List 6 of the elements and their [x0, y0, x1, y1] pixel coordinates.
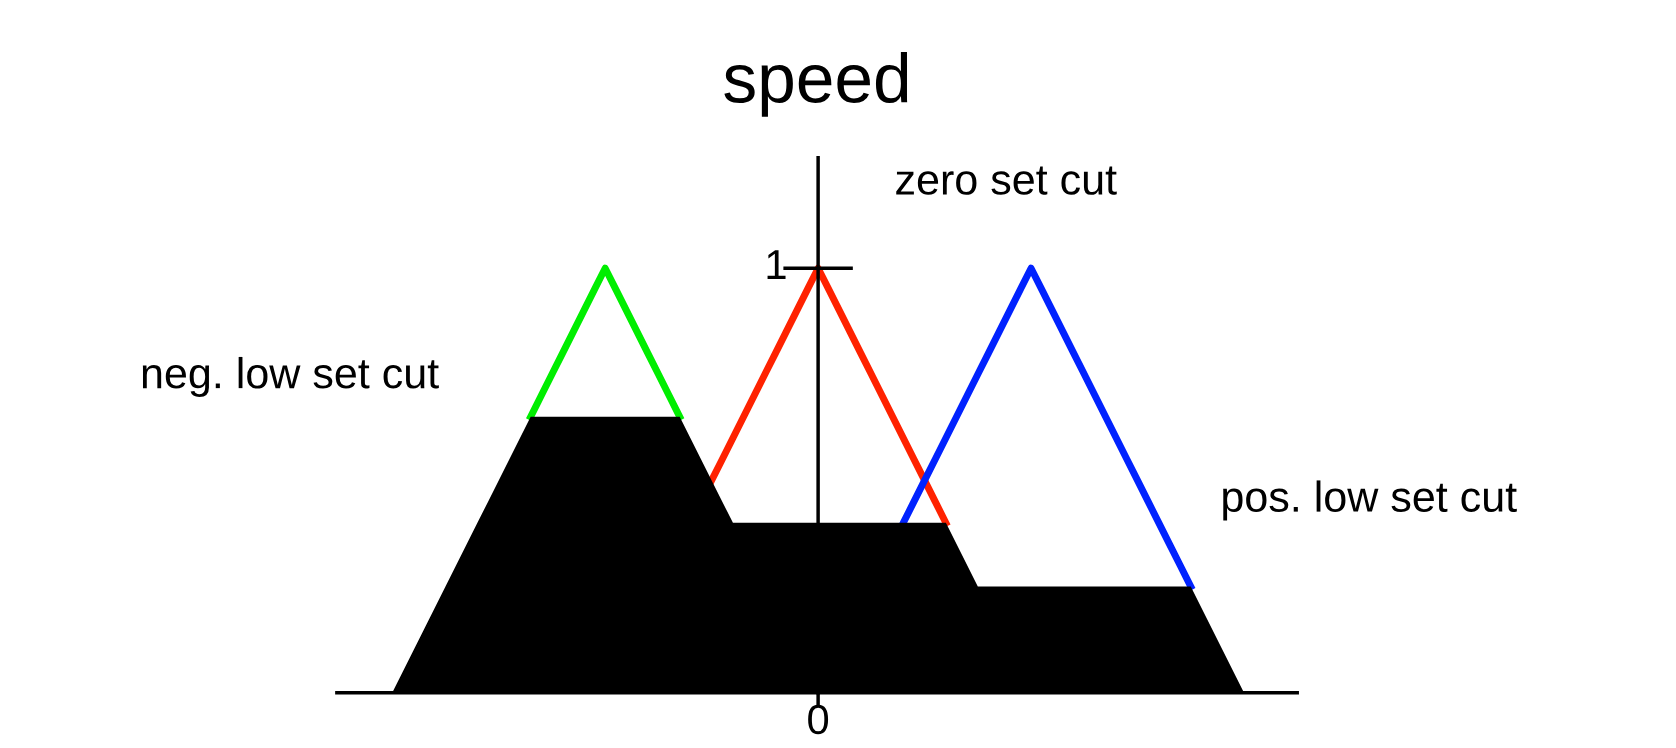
- annotation: 1: [767, 250, 786, 279]
- chart-title: speed: [724, 51, 908, 117]
- annotation: pos. low set cut: [1223, 480, 1517, 521]
- text: 0: [808, 704, 829, 735]
- text: zero set cut: [896, 166, 1117, 195]
- annotation: neg. low set cut: [142, 356, 439, 398]
